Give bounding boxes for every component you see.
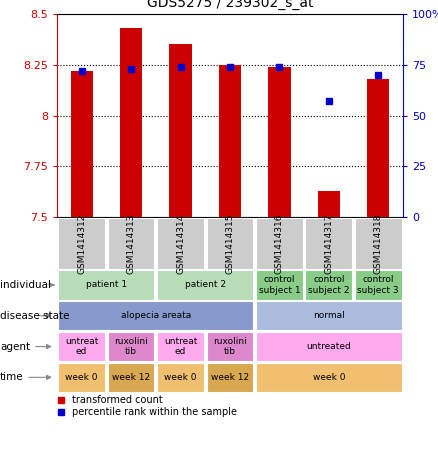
Text: untreated: untreated <box>307 342 351 351</box>
Bar <box>256 301 402 330</box>
Text: disease state: disease state <box>0 311 70 321</box>
Text: control
subject 1: control subject 1 <box>258 275 300 294</box>
Text: time: time <box>0 372 51 382</box>
Bar <box>256 270 303 299</box>
Bar <box>305 270 352 299</box>
Text: control
subject 3: control subject 3 <box>357 275 399 294</box>
Text: week 12: week 12 <box>112 373 150 382</box>
Text: transformed count: transformed count <box>72 395 163 405</box>
Bar <box>367 79 389 217</box>
Bar <box>71 71 93 217</box>
Bar <box>58 218 105 269</box>
Bar <box>305 218 352 269</box>
Text: individual: individual <box>0 280 54 290</box>
Bar <box>318 191 340 217</box>
Bar <box>108 332 155 361</box>
Bar <box>157 363 204 392</box>
Bar <box>120 28 142 217</box>
Bar <box>207 218 253 269</box>
Text: week 12: week 12 <box>211 373 249 382</box>
Text: GSM1414318: GSM1414318 <box>374 213 383 274</box>
Text: GSM1414316: GSM1414316 <box>275 213 284 274</box>
Text: week 0: week 0 <box>65 373 98 382</box>
Text: patient 1: patient 1 <box>86 280 127 289</box>
Bar <box>219 65 241 217</box>
Text: alopecia areata: alopecia areata <box>121 311 191 320</box>
Bar <box>157 218 204 269</box>
Text: agent: agent <box>0 342 51 352</box>
Bar <box>170 44 192 217</box>
Text: percentile rank within the sample: percentile rank within the sample <box>72 407 237 417</box>
Text: ruxolini
tib: ruxolini tib <box>114 337 148 356</box>
Bar <box>58 332 105 361</box>
Bar <box>355 218 402 269</box>
Bar <box>108 218 155 269</box>
Bar <box>58 270 155 299</box>
Text: control
subject 2: control subject 2 <box>308 275 350 294</box>
Bar <box>58 301 253 330</box>
Bar <box>355 270 402 299</box>
Bar <box>268 67 290 217</box>
Bar <box>157 332 204 361</box>
Text: week 0: week 0 <box>313 373 345 382</box>
Text: GSM1414312: GSM1414312 <box>77 213 86 274</box>
Bar <box>207 332 253 361</box>
Text: ruxolini
tib: ruxolini tib <box>213 337 247 356</box>
Bar <box>157 270 253 299</box>
Text: GSM1414314: GSM1414314 <box>176 213 185 274</box>
Text: GSM1414313: GSM1414313 <box>127 213 136 274</box>
Text: week 0: week 0 <box>164 373 197 382</box>
Bar <box>58 363 105 392</box>
Bar <box>256 332 402 361</box>
Bar <box>207 363 253 392</box>
Text: untreat
ed: untreat ed <box>65 337 99 356</box>
Bar <box>256 363 402 392</box>
Bar <box>108 363 155 392</box>
Bar <box>256 218 303 269</box>
Text: patient 2: patient 2 <box>185 280 226 289</box>
Text: untreat
ed: untreat ed <box>164 337 197 356</box>
Text: GSM1414315: GSM1414315 <box>226 213 234 274</box>
Text: GSM1414317: GSM1414317 <box>324 213 333 274</box>
Text: normal: normal <box>313 311 345 320</box>
Title: GDS5275 / 239302_s_at: GDS5275 / 239302_s_at <box>147 0 313 10</box>
